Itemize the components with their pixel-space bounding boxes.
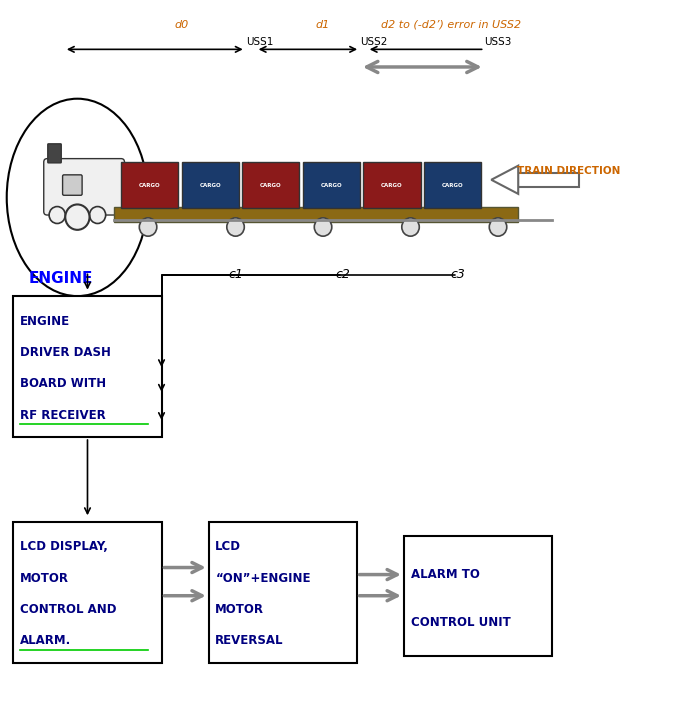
Text: d0: d0 <box>174 20 189 30</box>
Text: d2 to (-d2’) error in USS2: d2 to (-d2’) error in USS2 <box>381 20 521 30</box>
Circle shape <box>139 218 157 236</box>
Text: RF RECEIVER: RF RECEIVER <box>20 409 106 422</box>
Text: CARGO: CARGO <box>199 183 221 188</box>
Text: CARGO: CARGO <box>320 183 343 188</box>
Text: USS2: USS2 <box>360 37 388 47</box>
Bar <box>303 162 360 208</box>
Circle shape <box>69 207 85 223</box>
Circle shape <box>49 207 65 223</box>
FancyBboxPatch shape <box>63 175 82 195</box>
Circle shape <box>227 218 244 236</box>
Text: REVERSAL: REVERSAL <box>215 634 284 647</box>
Text: BOARD WITH: BOARD WITH <box>20 377 106 391</box>
Text: TRAIN DIRECTION: TRAIN DIRECTION <box>517 166 621 176</box>
Text: CONTROL UNIT: CONTROL UNIT <box>411 615 510 629</box>
Circle shape <box>489 218 507 236</box>
Text: ALARM.: ALARM. <box>20 634 71 647</box>
FancyBboxPatch shape <box>404 536 552 656</box>
Text: ENGINE: ENGINE <box>20 314 70 328</box>
FancyBboxPatch shape <box>13 296 162 437</box>
Bar <box>121 162 178 208</box>
Polygon shape <box>491 166 518 194</box>
Text: “ON”+ENGINE: “ON”+ENGINE <box>215 572 311 584</box>
Text: ALARM TO: ALARM TO <box>411 568 479 581</box>
Text: d1: d1 <box>316 20 330 30</box>
Text: USS1: USS1 <box>246 37 273 47</box>
Text: c2: c2 <box>336 269 351 281</box>
Text: c3: c3 <box>450 269 465 281</box>
FancyBboxPatch shape <box>48 144 61 163</box>
Text: CARGO: CARGO <box>381 183 403 188</box>
Text: ENGINE: ENGINE <box>28 271 93 286</box>
Text: LCD: LCD <box>215 540 242 553</box>
Text: DRIVER DASH: DRIVER DASH <box>20 346 111 359</box>
Bar <box>182 162 239 208</box>
Bar <box>363 162 421 208</box>
Bar <box>242 162 299 208</box>
Text: MOTOR: MOTOR <box>215 603 264 616</box>
Text: c1: c1 <box>228 269 243 281</box>
Circle shape <box>90 207 106 223</box>
Bar <box>518 173 579 187</box>
Text: CARGO: CARGO <box>260 183 282 188</box>
Text: LCD DISPLAY,: LCD DISPLAY, <box>20 540 108 553</box>
FancyBboxPatch shape <box>209 522 357 663</box>
Bar <box>114 207 518 222</box>
FancyBboxPatch shape <box>13 522 162 663</box>
Text: CARGO: CARGO <box>441 183 464 188</box>
Text: MOTOR: MOTOR <box>20 572 69 584</box>
Text: USS3: USS3 <box>485 37 512 47</box>
Circle shape <box>314 218 332 236</box>
Text: CARGO: CARGO <box>139 183 161 188</box>
Text: CONTROL AND: CONTROL AND <box>20 603 116 616</box>
FancyBboxPatch shape <box>44 159 125 215</box>
Circle shape <box>65 204 90 230</box>
Circle shape <box>402 218 419 236</box>
Bar <box>424 162 481 208</box>
